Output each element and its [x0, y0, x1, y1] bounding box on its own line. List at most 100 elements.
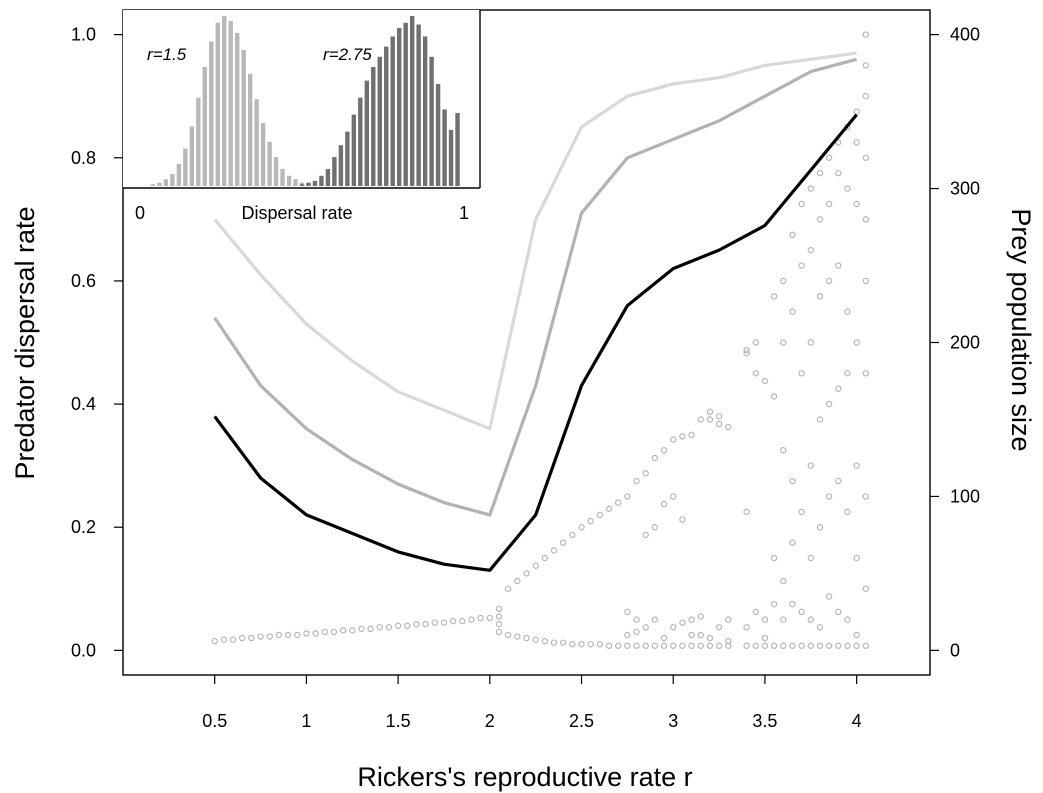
prey-population-point: [807, 554, 814, 562]
prey-population-point: [504, 585, 512, 592]
prey-population-point: [248, 634, 255, 642]
inset-bar-1: [416, 24, 421, 186]
inset-x-axis-label: Dispersal rate: [241, 203, 352, 223]
prey-population-point: [385, 624, 393, 631]
inset-bar-0: [228, 21, 233, 186]
prey-population-point: [495, 621, 503, 628]
prey-population-point: [807, 616, 814, 623]
prey-population-point: [862, 216, 870, 223]
prey-population-point: [844, 642, 851, 649]
prey-population-point: [615, 642, 622, 649]
inset-bar-1: [332, 157, 337, 186]
x-tick-label: 2: [485, 711, 495, 731]
prey-population-point: [541, 637, 549, 645]
prey-population-point: [624, 608, 631, 616]
inset-bar-1: [455, 112, 460, 186]
prey-population-point: [853, 200, 860, 208]
x-tick-label: 1: [301, 711, 311, 731]
prey-population-point: [495, 605, 503, 613]
prey-population-point: [835, 477, 842, 485]
prey-population-point: [862, 277, 870, 285]
prey-population-point: [844, 370, 851, 377]
inset-bar-0: [280, 169, 285, 186]
prey-population-point: [587, 641, 594, 648]
inset-bar-1: [319, 175, 324, 186]
prey-population-point: [697, 642, 704, 649]
prey-population-point: [853, 642, 860, 649]
prey-population-point: [844, 308, 851, 315]
prey-population-point: [798, 508, 805, 516]
prey-population-point: [413, 621, 420, 628]
prey-population-point: [789, 600, 796, 608]
prey-population-point: [541, 554, 549, 562]
prey-population-point: [578, 524, 585, 531]
prey-population-point: [596, 511, 604, 519]
prey-population-point: [523, 634, 530, 642]
prey-population-point: [660, 642, 668, 649]
prey-population-point: [816, 642, 824, 649]
inset-bar-1: [299, 184, 305, 186]
prey-population-point: [825, 493, 833, 500]
prey-population-point: [605, 642, 613, 649]
inset-bar-1: [377, 56, 382, 186]
prey-population-point: [633, 477, 640, 485]
inset-bar-1: [448, 129, 454, 186]
inset-bar-0: [176, 163, 182, 186]
prey-population-point: [743, 508, 750, 516]
prey-population-point: [495, 628, 503, 636]
prey-population-point: [816, 524, 824, 531]
prey-population-point: [844, 508, 851, 516]
prey-population-point: [633, 628, 640, 636]
inset-bar-1: [409, 16, 415, 186]
prey-population-point: [844, 185, 851, 192]
y-tick-label: 0.0: [71, 640, 96, 660]
prey-population-point: [615, 499, 622, 506]
prey-population-point: [559, 639, 567, 646]
prey-population-point: [642, 624, 649, 631]
inset-bar-1: [442, 109, 447, 186]
inset-bar-0: [241, 50, 246, 186]
inset-x-tick-1: 1: [459, 203, 469, 223]
prey-population-point: [752, 339, 759, 346]
prey-population-point: [688, 631, 695, 639]
prey-population-point: [816, 169, 824, 177]
prey-population-point: [862, 93, 870, 100]
prey-population-point: [211, 637, 218, 645]
prey-population-point: [569, 641, 576, 648]
prey-population-point: [743, 346, 750, 354]
prey-population-point: [862, 62, 870, 69]
prey-population-point: [789, 477, 796, 485]
inset-bar-0: [163, 179, 169, 186]
prey-population-point: [275, 631, 283, 639]
prey-population-point: [725, 423, 732, 431]
prey-population-point: [514, 633, 521, 640]
prey-population-point: [715, 413, 723, 420]
prey-population-point: [688, 431, 695, 439]
inset-bar-1: [403, 22, 408, 186]
dispersal-line-1: [213, 57, 858, 517]
prey-population-point: [569, 531, 576, 539]
prey-population-point: [835, 642, 842, 649]
prey-population-point: [697, 631, 704, 639]
prey-population-point: [798, 200, 805, 208]
y-tick-label: 0.8: [71, 148, 96, 168]
inset-bar-1: [371, 67, 376, 186]
inset-bar-1: [325, 169, 331, 186]
inset-bar-1: [345, 131, 350, 186]
prey-population-point: [780, 577, 787, 585]
inset-bar-0: [273, 157, 279, 186]
prey-population-point: [770, 293, 778, 300]
inset-bar-0: [150, 184, 156, 186]
prey-population-point: [807, 339, 814, 346]
prey-population-point: [825, 154, 833, 161]
prey-population-point: [807, 185, 814, 192]
x-tick-label: 0.5: [202, 711, 227, 731]
inset-bar-1: [384, 46, 389, 186]
inset-bar-0: [267, 141, 272, 186]
prey-population-point: [559, 539, 567, 546]
inset-bar-0: [293, 179, 298, 186]
prey-population-point: [624, 631, 631, 639]
x-tick-label: 3: [668, 711, 678, 731]
prey-population-point: [532, 562, 539, 569]
